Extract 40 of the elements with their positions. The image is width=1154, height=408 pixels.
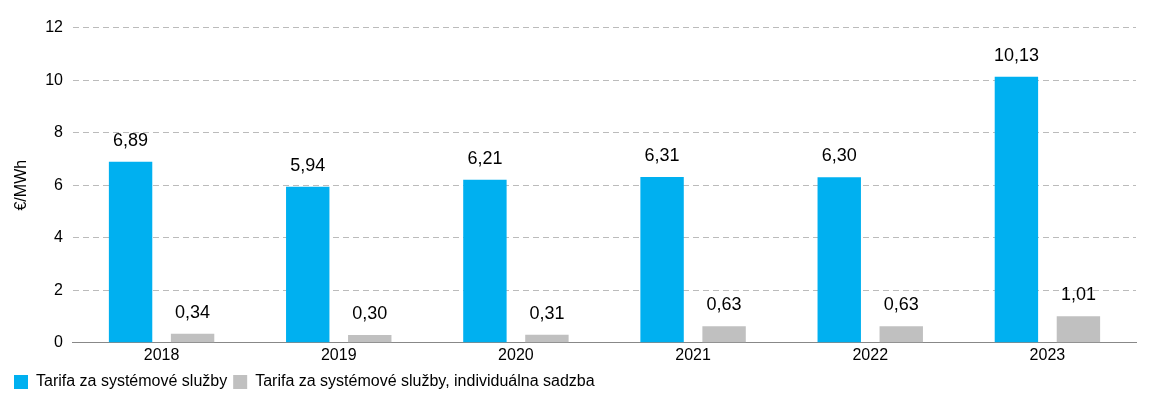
y-tick-label: 12 [45,18,64,36]
data-label: 0,63 [883,294,919,315]
bar [463,179,507,343]
bar [525,334,569,343]
bar [702,326,746,343]
y-tick-label: 0 [54,333,64,351]
data-label: 6,21 [467,147,503,168]
data-label: 5,94 [290,154,326,175]
bar [1056,316,1101,343]
y-axis-title: €/MWh [12,159,30,211]
data-label: 0,31 [529,302,565,323]
y-tick-label: 2 [54,280,64,298]
bar [994,76,1039,343]
y-tick-label: 8 [54,123,64,141]
data-label: 10,13 [993,44,1039,65]
x-tick-label: 2022 [852,345,889,363]
x-tick-label: 2019 [320,345,357,363]
data-label: 1,01 [1060,284,1096,305]
legend-label: Tarifa za systémové služby [36,372,228,390]
data-label: 6,89 [113,129,149,150]
bar [817,177,861,343]
bar [286,186,330,343]
x-tick-label: 2020 [498,345,534,363]
bar [348,334,392,343]
bar [170,333,215,343]
y-tick-label: 10 [45,70,64,88]
data-label: 0,34 [175,301,211,322]
legend-label: Tarifa za systémové služby, individuálna sadzba [255,372,595,390]
bar [879,326,923,343]
data-label: 0,63 [706,294,742,315]
bar [108,161,153,343]
data-label: 6,31 [644,145,680,166]
x-tick-label: 2018 [143,345,180,363]
data-label: 0,30 [352,302,388,323]
y-tick-label: 6 [54,175,64,193]
x-tick-label: 2023 [1029,345,1066,363]
bar [640,177,684,343]
x-tick-label: 2021 [675,345,711,363]
y-tick-label: 4 [54,228,64,246]
data-label: 6,30 [821,145,857,166]
